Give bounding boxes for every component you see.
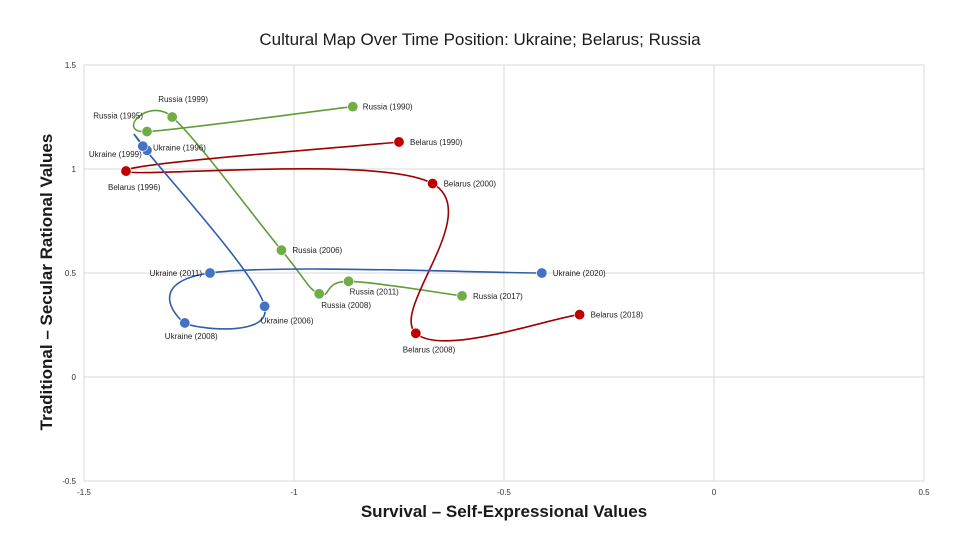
label-layer: Russia (1990) Russia (1995) Russia (1999) R… [89,95,644,354]
y-tick-label: 0.5 [65,269,77,278]
data-point [166,111,178,123]
data-point [427,178,439,190]
y-tick-label: -0.5 [62,477,76,486]
data-point [393,136,405,148]
x-tick-label: 0.5 [918,488,930,497]
y-tick-label: 1.5 [65,61,77,70]
y-tick-label: 0 [72,373,77,382]
data-point [204,267,216,279]
series-line-1 [125,141,580,342]
data-label: Russia (1999) [158,95,208,104]
data-label: Russia (2011) [350,287,400,296]
data-label: Russia (1995) [93,112,143,121]
x-tick-label: -1 [290,488,298,497]
x-axis-label: Survival – Self-Expressional Values [360,502,648,521]
data-point [275,244,287,256]
point-layer [120,101,586,339]
data-point [410,327,422,339]
data-point [313,288,325,300]
data-point [259,300,271,312]
data-point [536,267,548,279]
data-point [120,165,132,177]
x-tick-label: 0 [712,488,717,497]
grid-layer [83,64,925,482]
tick-layer: -1.5 -1 -0.5 0 0.5 -0.5 0 0.5 1 1.5 [62,61,930,497]
data-label: Russia (2008) [321,301,371,310]
data-label: Ukraine (1999) [89,150,142,159]
data-point [343,275,355,287]
data-label: Russia (2017) [473,292,523,301]
data-label: Belarus (2008) [403,345,456,354]
series-line-0 [132,105,463,297]
data-label: Ukraine (2008) [165,332,218,341]
chart-title: Cultural Map Over Time Position: Ukraine… [259,30,701,49]
data-label: Belarus (2018) [591,311,644,320]
x-tick-label: -1.5 [77,488,91,497]
data-point [141,126,153,138]
data-label: Belarus (1996) [108,183,161,192]
data-label: Russia (2006) [292,246,342,255]
data-label: Russia (1990) [363,103,413,112]
data-label: Ukraine (2020) [553,269,606,278]
data-label: Belarus (1990) [410,138,463,147]
data-point [347,101,359,113]
data-point [179,317,191,329]
data-label: Ukraine (2006) [261,316,314,325]
data-point [137,140,149,152]
data-point [456,290,468,302]
x-tick-label: -0.5 [497,488,511,497]
data-label: Belarus (2000) [444,180,497,189]
data-point [574,309,586,321]
data-label: Ukraine (1996) [153,143,206,152]
data-label: Ukraine (2011) [150,269,203,278]
y-tick-label: 1 [72,165,77,174]
